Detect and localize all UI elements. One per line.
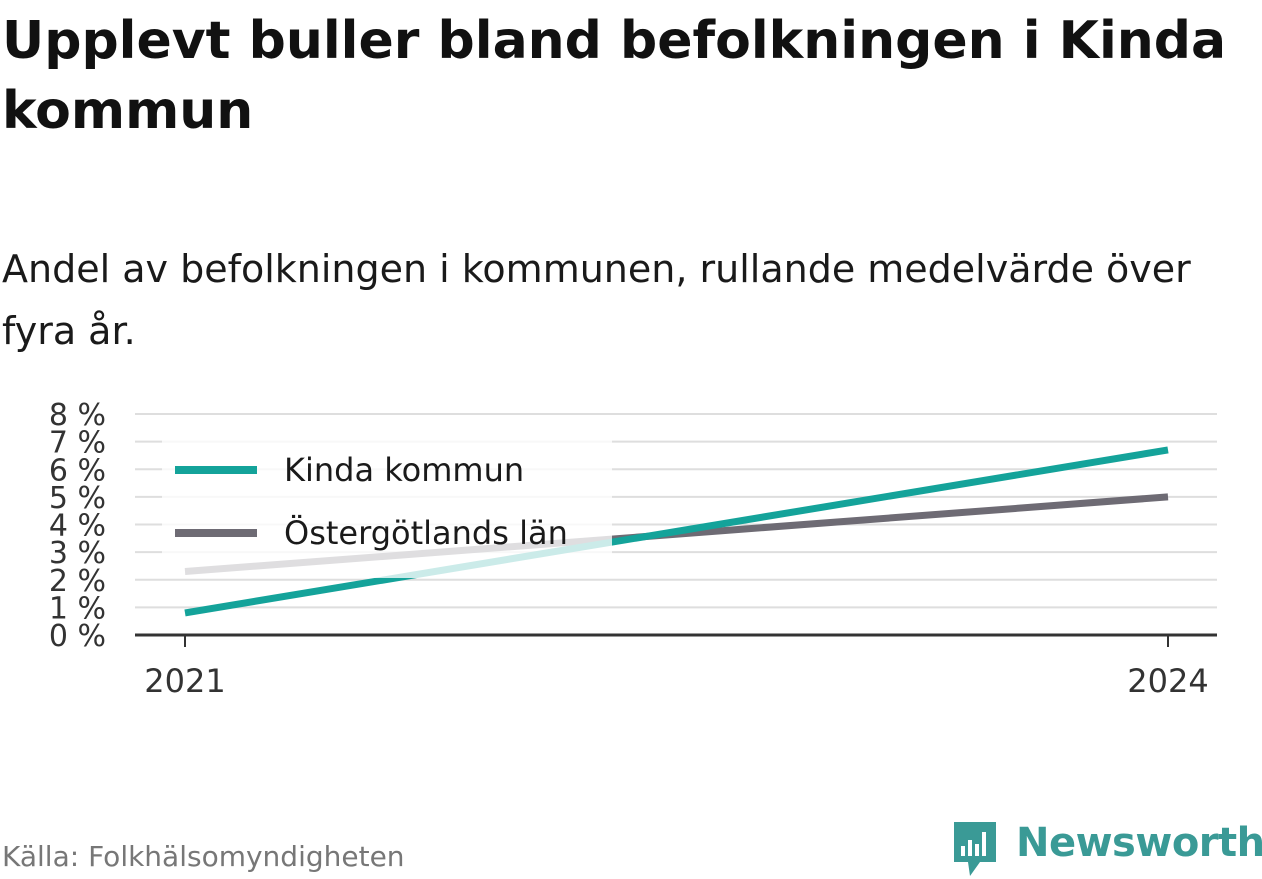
brand-name: Newsworthy — [1016, 820, 1262, 866]
y-tick-label: 4 % — [49, 509, 106, 544]
y-tick-label: 1 % — [49, 591, 106, 626]
newsworthy-logo[interactable]: Newsworthy — [950, 818, 1262, 878]
legend-label: Kinda kommun — [284, 451, 524, 489]
source-note: Källa: Folkhälsomyndigheten — [2, 840, 405, 873]
line-chart: 0 %1 %2 %3 %4 %5 %6 %7 %8 % Kinda kommun… — [49, 398, 1217, 700]
y-tick-label: 2 % — [49, 564, 106, 599]
y-tick-label: 0 % — [49, 619, 106, 654]
x-tick-label: 2024 — [1127, 662, 1208, 700]
y-tick-label: 3 % — [49, 536, 106, 571]
chart-title: Upplevt buller bland befolkningen i Kind… — [2, 11, 1227, 141]
newsworthy-logo-icon — [954, 822, 996, 876]
chart-subtitle: Andel av befolkningen i kommunen, rullan… — [2, 247, 1191, 353]
legend: Kinda kommun Östergötlands län — [162, 440, 612, 578]
y-tick-label: 6 % — [49, 453, 106, 488]
x-axis: 2021 2024 — [135, 633, 1217, 700]
y-tick-label: 7 % — [49, 426, 106, 461]
series-line — [184, 446, 1169, 617]
y-tick-label: 8 % — [49, 398, 106, 433]
x-tick-label: 2021 — [144, 662, 225, 700]
y-axis-tick-labels: 0 %1 %2 %3 %4 %5 %6 %7 %8 % — [49, 398, 106, 654]
legend-box — [162, 440, 612, 578]
y-tick-label: 5 % — [49, 481, 106, 516]
legend-label: Östergötlands län — [284, 514, 568, 552]
